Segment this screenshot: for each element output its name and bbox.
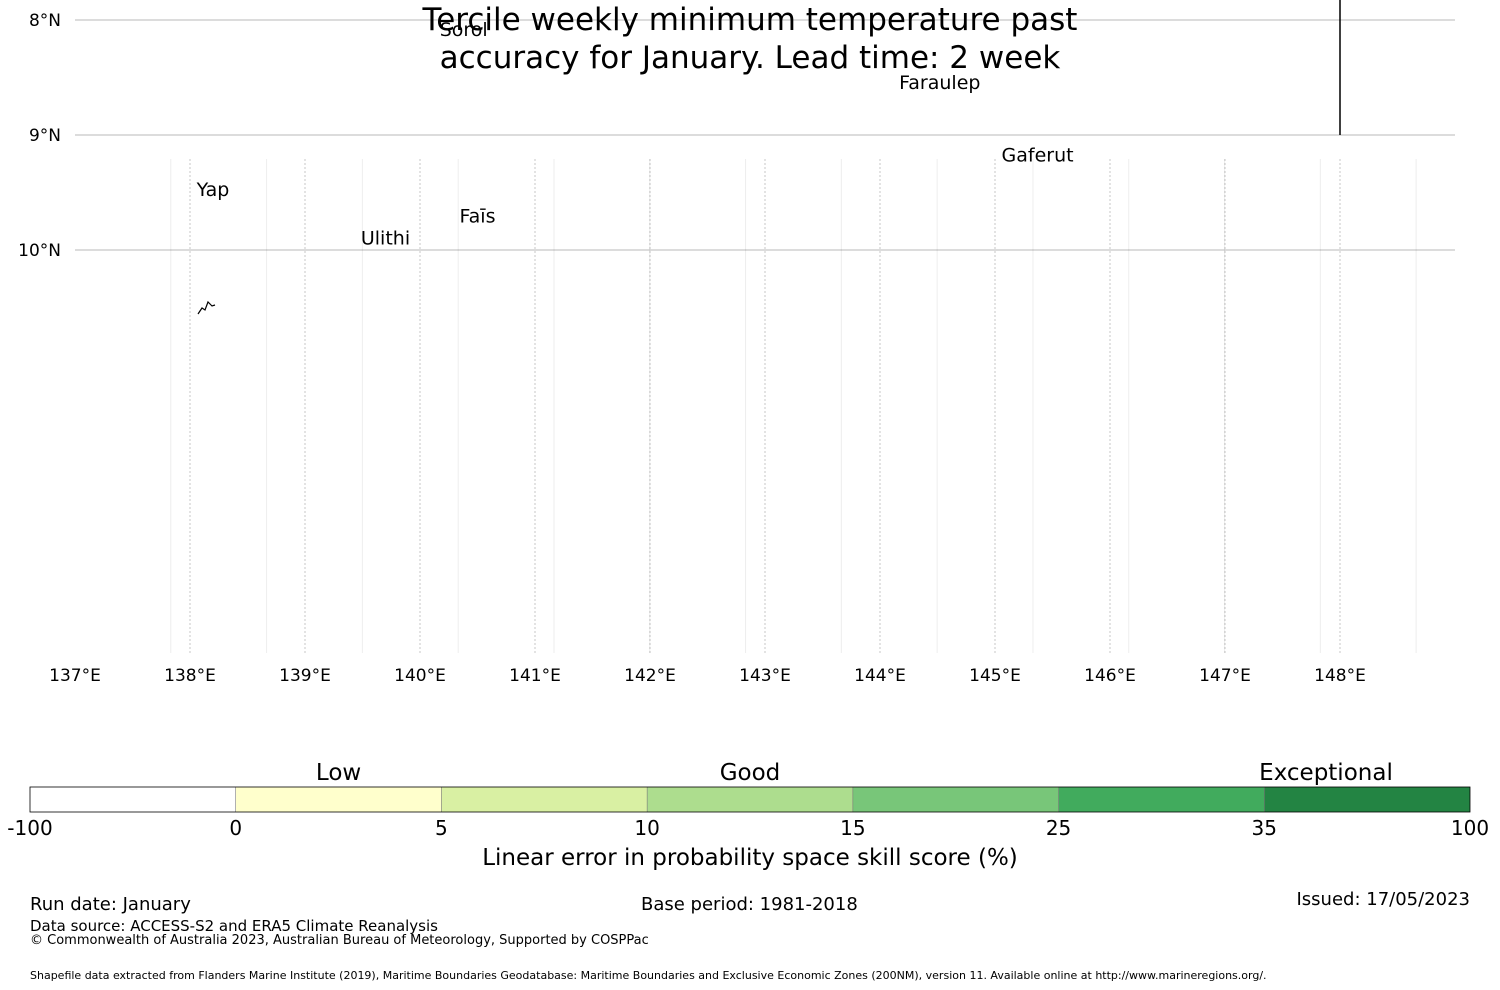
x-tick-label: 138°E: [164, 666, 216, 686]
x-axis: 137°E 138°E 139°E 140°E 141°E 142°E 143°E 144°E…: [49, 666, 1366, 686]
x-tick-label: 145°E: [969, 666, 1021, 686]
colorbar-segment: [1264, 787, 1470, 812]
base-period: Base period: 1981-2018: [641, 894, 858, 915]
colorbar-segment: [30, 787, 236, 812]
shapefile-credit: Shapefile data extracted from Flanders M…: [30, 969, 1267, 982]
colorbar-frame: [29, 786, 1471, 813]
colorbar-tick-label: 15: [840, 816, 866, 840]
y-axis: 10°N9°N8°N7°N: [18, 11, 61, 261]
place-label: Sorol: [440, 19, 488, 41]
colorbar-tick-label: 5: [435, 816, 448, 840]
title-line-1: Tercile weekly minimum temperature past: [422, 2, 1078, 38]
colorbar-segment: [1058, 787, 1265, 812]
place-labels: UlithiFaīsYapGaferutFaraulepSorolWoleaiI…: [196, 19, 1074, 315]
x-tick-label: 139°E: [279, 666, 331, 686]
x-tick-label: 142°E: [624, 666, 676, 686]
colorbar-tick-label: 100: [1450, 816, 1490, 840]
x-tick-label: 137°E: [49, 666, 101, 686]
colorbar-tick-label: 25: [1045, 816, 1072, 840]
x-tick-label: 140°E: [394, 666, 446, 686]
place-label: Faīs: [459, 205, 495, 227]
graticule: [75, 19, 1455, 653]
colorbar-tick-label: 10: [634, 816, 660, 840]
place-label: Ulithi: [361, 227, 410, 249]
x-tick-label: 148°E: [1314, 666, 1366, 686]
run-date: Run date: January: [30, 894, 191, 915]
y-tick-label: 8°N: [29, 11, 61, 31]
colorbar-category-label: Exceptional: [1259, 760, 1393, 786]
colorbar-segment: [235, 787, 442, 812]
place-label: Yap: [196, 179, 230, 201]
place-label: Gaferut: [1002, 144, 1074, 166]
issued-date: Issued: 17/05/2023: [1296, 889, 1470, 910]
cell-grid: [170, 159, 1417, 653]
map-title: Tercile weekly minimum temperature past …: [0, 0, 1500, 77]
colorbar-segment: [441, 787, 648, 812]
data-source: Data source: ACCESS-S2 and ERA5 Climate …: [30, 917, 438, 935]
colorbar-tick-label: 0: [229, 816, 243, 840]
colorbar: [29, 786, 1471, 813]
x-tick-label: 141°E: [509, 666, 561, 686]
y-tick-label: 10°N: [18, 241, 61, 261]
colorbar-tick-label: 35: [1251, 816, 1278, 840]
colorbar-segment: [852, 787, 1059, 812]
x-tick-label: 144°E: [854, 666, 906, 686]
colorbar-category-label: Low: [315, 760, 362, 786]
copyright: © Commonwealth of Australia 2023, Austra…: [30, 933, 649, 948]
colorbar-tick-label: -100: [7, 816, 53, 840]
place-label: Faraulep: [899, 72, 980, 94]
colorbar-label: Linear error in probability space skill …: [482, 845, 1018, 871]
colorbar-category-label: Good: [719, 760, 781, 786]
x-tick-label: 147°E: [1199, 666, 1251, 686]
x-tick-label: 146°E: [1084, 666, 1136, 686]
y-tick-label: 9°N: [29, 126, 61, 146]
yap-island-shape: [197, 300, 216, 315]
colorbar-segment: [647, 787, 853, 812]
x-tick-label: 143°E: [739, 666, 791, 686]
title-line-2: accuracy for January. Lead time: 2 week: [439, 40, 1061, 76]
